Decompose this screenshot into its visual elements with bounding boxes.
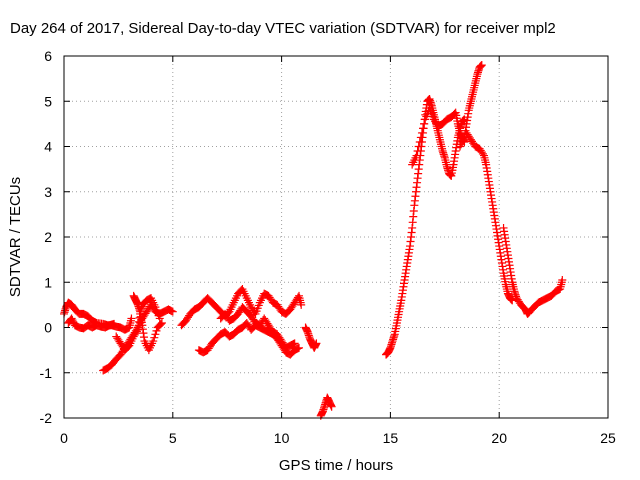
y-axis-title: SDTVAR / TECUs <box>7 177 24 297</box>
series-a <box>60 298 136 334</box>
data-point <box>414 142 423 151</box>
data-point <box>156 320 165 329</box>
data-points <box>60 61 567 420</box>
data-point <box>450 109 459 118</box>
data-point <box>312 339 321 348</box>
data-point <box>290 339 299 348</box>
data-point <box>67 314 76 323</box>
y-tick-label: 1 <box>44 274 52 290</box>
series-o <box>499 223 567 318</box>
data-point <box>416 133 425 142</box>
data-point <box>150 333 159 342</box>
y-tick-label: -2 <box>40 410 53 426</box>
series-k <box>382 94 469 359</box>
chart-title: Day 264 of 2017, Sidereal Day-to-day VTE… <box>10 20 556 37</box>
data-point <box>558 275 567 284</box>
data-point <box>297 300 306 309</box>
data-point <box>413 147 422 156</box>
data-point <box>478 149 487 158</box>
y-tick-label: 3 <box>44 184 52 200</box>
data-point <box>151 330 160 339</box>
data-point <box>149 337 158 346</box>
x-tick-label: 0 <box>60 430 68 446</box>
series-f <box>177 285 306 330</box>
series-i <box>301 323 321 352</box>
data-point <box>155 314 164 323</box>
y-tick-label: -1 <box>40 365 53 381</box>
data-point <box>110 319 119 328</box>
y-tick-label: 6 <box>44 48 52 64</box>
data-point <box>152 326 161 335</box>
series-b <box>64 314 119 333</box>
x-axis-ticks: 0 5 10 15 20 25 <box>60 56 616 446</box>
series-j <box>316 393 336 420</box>
x-tick-label: 25 <box>600 430 616 446</box>
y-tick-label: 2 <box>44 229 52 245</box>
data-point <box>477 61 486 70</box>
data-point <box>327 402 336 411</box>
y-tick-label: 0 <box>44 320 52 336</box>
data-point <box>415 137 424 146</box>
y-tick-label: 4 <box>44 139 52 155</box>
data-point <box>419 124 428 133</box>
grid-lines <box>64 56 608 418</box>
series-g <box>194 318 304 359</box>
data-point <box>412 151 421 160</box>
x-tick-label: 15 <box>383 430 399 446</box>
series-n <box>462 128 517 305</box>
y-tick-label: 5 <box>44 93 52 109</box>
x-tick-label: 10 <box>274 430 290 446</box>
data-point <box>132 327 141 336</box>
data-point <box>68 316 77 325</box>
data-point <box>420 119 429 128</box>
data-point <box>157 318 166 327</box>
data-point <box>168 307 177 316</box>
x-tick-label: 20 <box>491 430 507 446</box>
x-tick-label: 5 <box>169 430 177 446</box>
series-e <box>129 291 164 323</box>
series-m <box>456 61 486 151</box>
y-axis-ticks: -2 -1 0 1 2 3 4 5 6 <box>40 48 608 426</box>
series-h <box>216 303 299 352</box>
x-axis-title: GPS time / hours <box>279 457 393 474</box>
data-point <box>127 314 136 323</box>
data-point <box>417 128 426 137</box>
data-point <box>295 343 304 352</box>
series-d <box>112 309 166 355</box>
